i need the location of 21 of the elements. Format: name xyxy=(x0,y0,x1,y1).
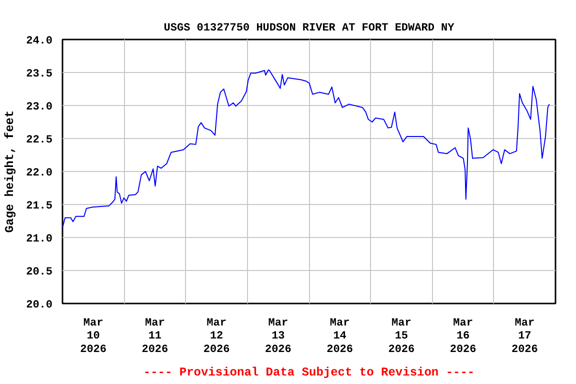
x-tick-label: Mar 16 2026 xyxy=(450,318,476,356)
x-tick-label: Mar 14 2026 xyxy=(326,318,354,356)
y-tick-label: 21.0 xyxy=(26,234,52,246)
chart-title: USGS 01327750 HUDSON RIVER AT FORT EDWARD NY xyxy=(164,22,455,34)
x-tick-label: Mar 17 2026 xyxy=(511,318,538,356)
y-tick-label: 20.5 xyxy=(26,266,53,278)
x-tick-label: Mar 15 2026 xyxy=(388,318,415,356)
line-series xyxy=(62,69,550,228)
y-tick-label: 22.5 xyxy=(26,134,53,146)
x-tick-label: Mar 11 2026 xyxy=(142,318,168,356)
y-tick-label: 23.0 xyxy=(26,102,52,114)
y-tick-label: 20.0 xyxy=(26,300,52,312)
y-tick-label: 21.5 xyxy=(26,200,53,212)
y-tick-label: 22.0 xyxy=(26,168,52,180)
y-tick-label: 23.5 xyxy=(26,68,53,80)
y-tick-label: 24.0 xyxy=(26,36,52,48)
text: ---- Provisional Data Subject to Revision ---- xyxy=(143,366,475,380)
x-tick-label: Mar 12 2026 xyxy=(203,318,230,356)
y-axis-title: Gage height, feet xyxy=(3,110,18,233)
x-tick-label: Mar 10 2026 xyxy=(80,318,107,356)
x-tick-label: Mar 13 2026 xyxy=(264,318,292,356)
